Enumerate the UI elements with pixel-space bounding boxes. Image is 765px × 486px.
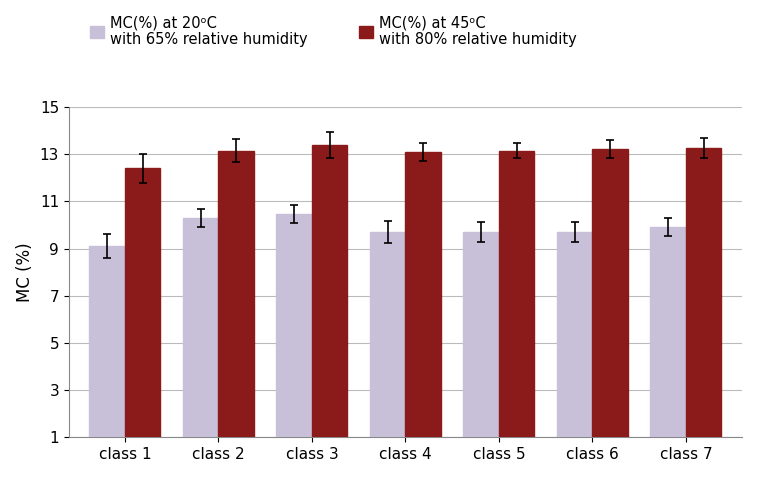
Legend: MC(%) at 20ᵒC
with 65% relative humidity, MC(%) at 45ᵒC
with 80% relative humidi: MC(%) at 20ᵒC with 65% relative humidity… [90,15,577,48]
Bar [499,151,535,437]
Bar [557,232,592,437]
Y-axis label: MC (%): MC (%) [16,243,34,302]
Bar [686,148,721,437]
Bar [650,227,686,437]
Bar [125,168,161,437]
Bar [592,149,628,437]
Bar [405,152,441,437]
Bar [370,232,405,437]
Bar [312,145,347,437]
Bar [183,218,219,437]
Bar [90,246,125,437]
Bar [219,151,254,437]
Bar [276,214,312,437]
Bar [464,232,499,437]
